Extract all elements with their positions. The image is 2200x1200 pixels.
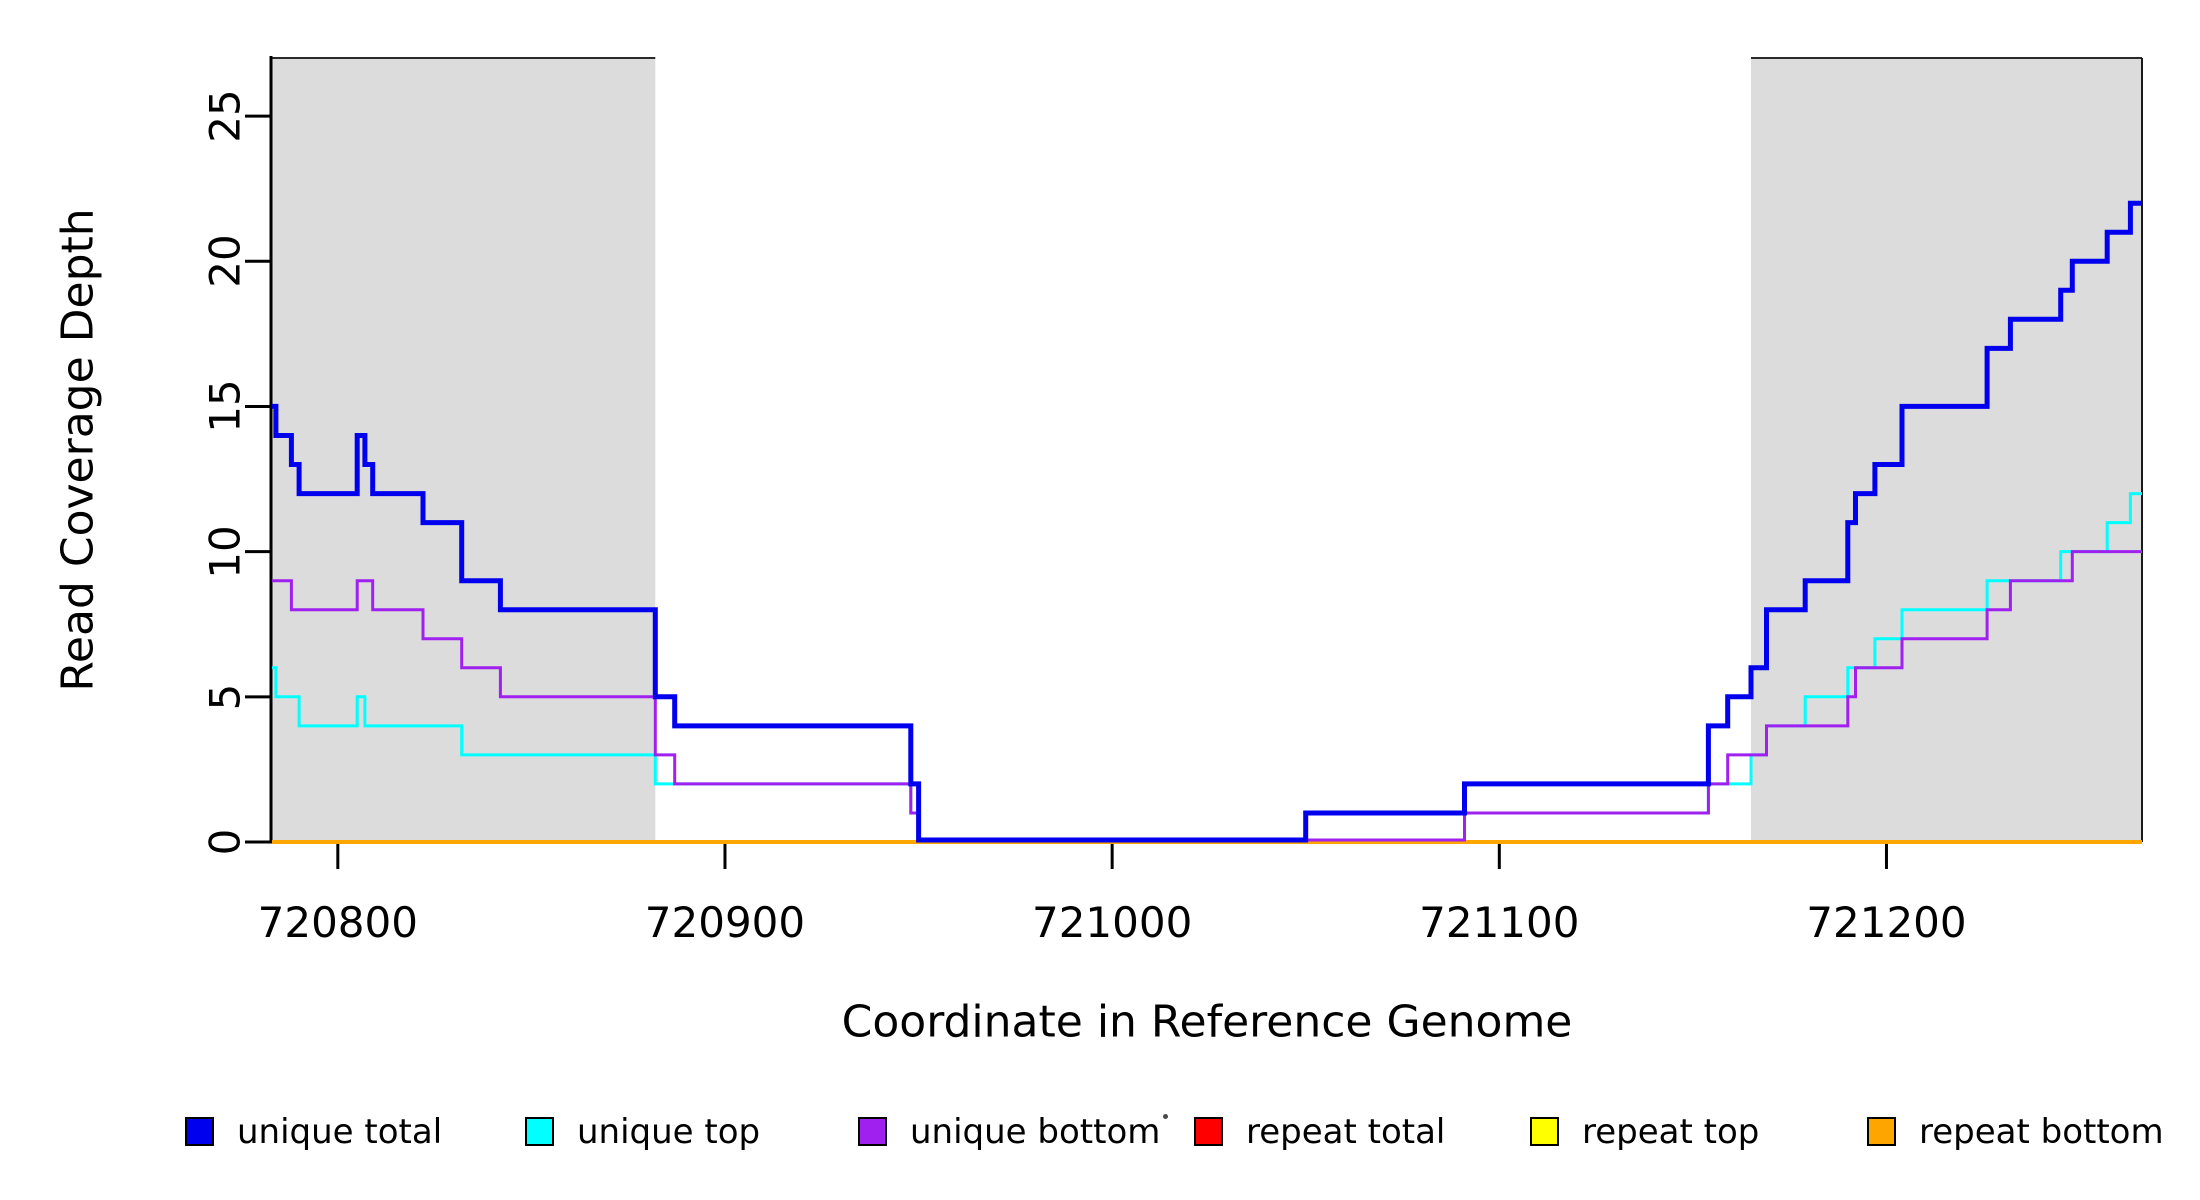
legend-swatch-repeat-top: [1530, 1117, 1559, 1146]
legend-label-unique-total: unique total: [237, 1112, 443, 1152]
series-unique-total: [272, 200, 2142, 843]
legend-label-unique-top: unique top: [577, 1112, 761, 1152]
legend-swatch-repeat-bottom: [1867, 1117, 1896, 1146]
legend-label-unique-bottom: unique bottom: [910, 1112, 1161, 1152]
legend-swatch-repeat-total: [1194, 1117, 1223, 1146]
x-axis-title: Coordinate in Reference Genome: [841, 996, 1573, 1048]
y-tick-label: 0: [200, 828, 250, 856]
y-axis-title: Read Coverage Depth: [52, 208, 104, 692]
shaded-region: [272, 58, 656, 842]
y-tick-label: 5: [200, 683, 250, 711]
legend-label-repeat-total: repeat total: [1246, 1112, 1446, 1152]
stray-dot-artifact: [1163, 1114, 1168, 1119]
y-tick-label: 20: [200, 234, 250, 288]
y-tick-label: 10: [200, 524, 250, 579]
x-tick-label: 721000: [1031, 898, 1193, 947]
y-tick-label: 25: [200, 89, 250, 143]
x-tick-label: 720900: [644, 898, 806, 947]
legend-label-repeat-top: repeat top: [1582, 1112, 1760, 1152]
y-tick-label: 15: [200, 379, 250, 434]
x-tick-label: 721100: [1419, 898, 1580, 947]
legend-swatch-unique-bottom: [858, 1117, 887, 1146]
shaded-region: [1750, 58, 2142, 842]
series-unique-top: [272, 492, 2142, 842]
legend-label-repeat-bottom: repeat bottom: [1919, 1112, 2164, 1152]
x-tick-label: 721200: [1806, 898, 1967, 947]
legend-swatch-unique-top: [525, 1117, 554, 1146]
legend-swatch-unique-total: [185, 1117, 214, 1146]
x-tick-label: 720800: [257, 898, 418, 947]
